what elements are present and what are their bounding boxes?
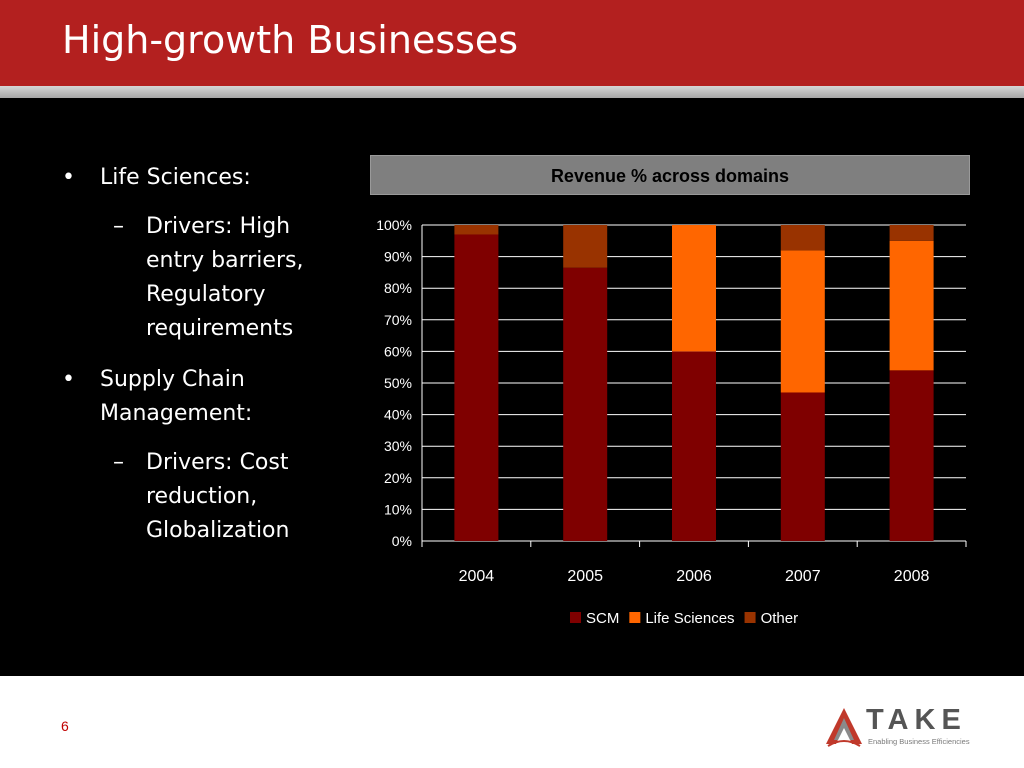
y-tick-label: 100%: [376, 217, 412, 233]
stacked-bar-chart: 0% 10% 20% 30% 40% 50% 60% 70% 80% 90% 100% 2004 200…: [376, 217, 967, 627]
logo-tagline: Enabling Business Efficiencies: [868, 737, 970, 746]
legend-label: SCM: [586, 610, 619, 627]
x-tick-label: 2007: [785, 568, 821, 585]
legend-swatch: [570, 612, 581, 623]
bar-segment-other: [780, 225, 825, 251]
x-tick-label: 2008: [894, 568, 930, 585]
bar-segment-life-sciences: [780, 250, 825, 393]
bar-segment-scm: [454, 234, 499, 542]
x-tick-label: 2006: [676, 568, 712, 585]
legend-swatch: [629, 612, 641, 623]
bar-segment-other: [563, 225, 608, 268]
bar-segment-life-sciences: [672, 225, 716, 352]
bar-segment-scm: [889, 370, 934, 541]
sub-bullet-line: Drivers: High: [146, 214, 291, 239]
bar-segment-other: [889, 225, 934, 241]
bullet-marker: •: [62, 367, 75, 392]
bar-segment-scm: [780, 392, 825, 541]
y-tick-label: 10%: [384, 501, 412, 517]
x-tick-label: 2004: [459, 568, 495, 585]
y-tick-label: 40%: [384, 407, 412, 423]
y-tick-label: 90%: [384, 249, 412, 265]
bullet-life-sciences: Life Sciences:: [100, 165, 251, 190]
sub-bullet-line: requirements: [146, 316, 294, 341]
chart-title: Revenue % across domains: [550, 166, 790, 186]
sub-bullet-marker: –: [113, 214, 124, 239]
chart-title-box: Revenue % across domains: [370, 155, 970, 195]
bullet-marker: •: [62, 165, 75, 190]
logo-mark-icon: [826, 708, 862, 747]
sub-bullet-line: Globalization: [146, 518, 290, 543]
y-tick-label: 80%: [384, 280, 412, 296]
page-number: 6: [61, 718, 69, 734]
y-tick-label: 50%: [384, 375, 412, 391]
bullet-scm-line: Supply Chain: [100, 367, 245, 392]
legend-swatch: [744, 612, 756, 623]
take-logo: TAKE Enabling Business Efficiencies: [822, 704, 974, 752]
x-tick-label: 2005: [567, 568, 603, 585]
bar-segment-life-sciences: [889, 240, 934, 371]
logo-wordmark: TAKE: [866, 704, 967, 736]
sub-bullet-line: entry barriers,: [146, 248, 304, 273]
bar-segment-other: [454, 225, 499, 235]
bar-segment-scm: [563, 267, 608, 541]
y-tick-label: 60%: [384, 343, 412, 359]
legend-label: Life Sciences: [645, 610, 734, 627]
sub-bullet-line: reduction,: [146, 484, 258, 509]
title-bar: [0, 0, 1024, 86]
slide-title: High-growth Businesses: [62, 18, 519, 62]
y-tick-label: 0%: [392, 533, 412, 549]
bar-segment-scm: [672, 351, 716, 541]
y-tick-label: 20%: [384, 470, 412, 486]
sub-bullet-marker: –: [113, 450, 124, 475]
divider-strip: [0, 86, 1024, 98]
y-tick-label: 30%: [384, 438, 412, 454]
y-tick-label: 70%: [384, 312, 412, 328]
legend-label: Other: [761, 610, 799, 627]
sub-bullet-line: Drivers: Cost: [146, 450, 289, 475]
bullet-scm-line: Management:: [100, 401, 253, 426]
sub-bullet-line: Regulatory: [146, 282, 266, 307]
